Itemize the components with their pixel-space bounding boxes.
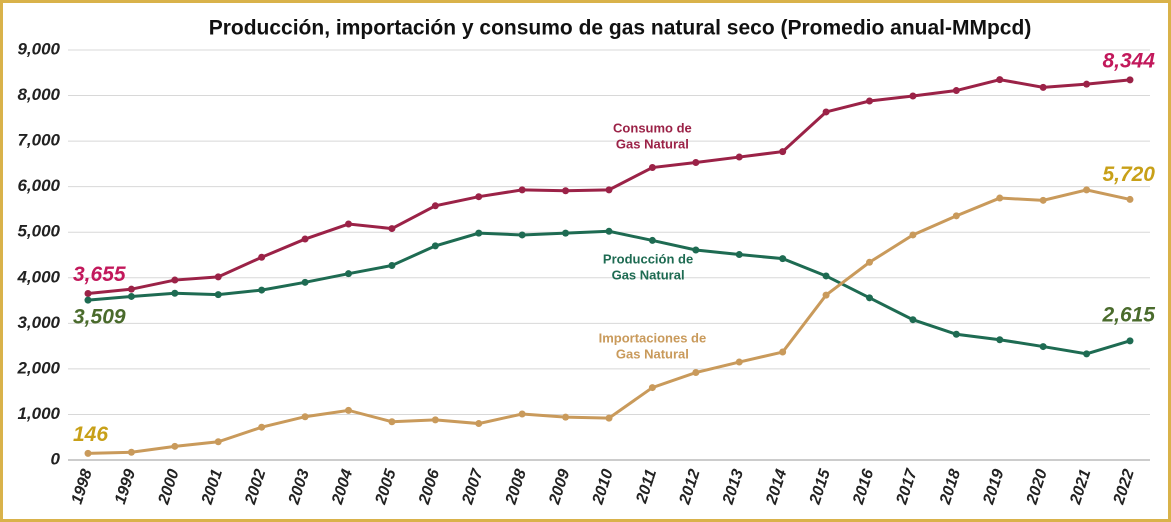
point — [519, 231, 526, 238]
y-tick-label: 0 — [51, 449, 61, 468]
point — [85, 290, 92, 297]
point — [1040, 343, 1047, 350]
point — [779, 148, 786, 155]
point — [432, 202, 439, 209]
point — [649, 384, 656, 391]
value-label: 3,509 — [73, 306, 126, 329]
point — [823, 292, 830, 299]
point — [345, 270, 352, 277]
y-tick-label: 8,000 — [17, 85, 60, 104]
point — [692, 246, 699, 253]
point — [345, 221, 352, 228]
point — [823, 108, 830, 115]
value-label: 146 — [73, 423, 108, 446]
point — [909, 231, 916, 238]
point — [432, 416, 439, 423]
point — [1127, 196, 1134, 203]
y-tick-label: 7,000 — [17, 131, 60, 150]
point — [953, 87, 960, 94]
point — [519, 410, 526, 417]
point — [215, 273, 222, 280]
point — [519, 186, 526, 193]
point — [475, 230, 482, 237]
point — [779, 255, 786, 262]
point — [1040, 84, 1047, 91]
frame — [2, 2, 1170, 521]
point — [996, 195, 1003, 202]
point — [649, 237, 656, 244]
point — [345, 407, 352, 414]
point — [302, 279, 309, 286]
point — [258, 287, 265, 294]
chart: Producción, importación y consumo de gas… — [0, 0, 1171, 522]
point — [215, 438, 222, 445]
point — [996, 76, 1003, 83]
y-tick-label: 1,000 — [17, 404, 60, 423]
point — [1040, 197, 1047, 204]
point — [823, 272, 830, 279]
y-tick-label: 4,000 — [16, 267, 60, 286]
point — [562, 187, 569, 194]
y-tick-label: 5,000 — [17, 222, 60, 241]
point — [388, 225, 395, 232]
point — [953, 212, 960, 219]
value-label: 3,655 — [73, 263, 126, 286]
point — [258, 424, 265, 431]
point — [779, 349, 786, 356]
value-label: 8,344 — [1102, 49, 1155, 72]
point — [475, 420, 482, 427]
point — [85, 450, 92, 457]
point — [388, 418, 395, 425]
point — [171, 443, 178, 450]
point — [736, 154, 743, 161]
point — [606, 415, 613, 422]
point — [736, 359, 743, 366]
point — [215, 291, 222, 298]
point — [562, 414, 569, 421]
point — [302, 413, 309, 420]
point — [258, 254, 265, 261]
point — [736, 251, 743, 258]
point — [866, 259, 873, 266]
point — [128, 293, 135, 300]
point — [171, 277, 178, 284]
point — [953, 331, 960, 338]
y-tick-label: 9,000 — [17, 39, 60, 58]
point — [866, 294, 873, 301]
y-tick-label: 6,000 — [17, 176, 60, 195]
point — [649, 164, 656, 171]
point — [909, 316, 916, 323]
y-tick-label: 3,000 — [17, 313, 60, 332]
chart-title: Producción, importación y consumo de gas… — [209, 17, 1032, 40]
value-label: 5,720 — [1102, 163, 1155, 186]
point — [606, 228, 613, 235]
point — [128, 449, 135, 456]
point — [128, 286, 135, 293]
value-label: 2,615 — [1101, 303, 1155, 326]
point — [692, 159, 699, 166]
point — [996, 336, 1003, 343]
point — [388, 262, 395, 269]
point — [85, 297, 92, 304]
point — [866, 98, 873, 105]
point — [1083, 81, 1090, 88]
point — [1083, 350, 1090, 357]
point — [171, 290, 178, 297]
y-tick-label: 2,000 — [16, 358, 60, 377]
point — [562, 230, 569, 237]
point — [432, 242, 439, 249]
point — [1083, 186, 1090, 193]
point — [692, 369, 699, 376]
point — [1127, 337, 1134, 344]
point — [1127, 76, 1134, 83]
point — [475, 193, 482, 200]
point — [909, 93, 916, 100]
point — [606, 186, 613, 193]
point — [302, 236, 309, 243]
